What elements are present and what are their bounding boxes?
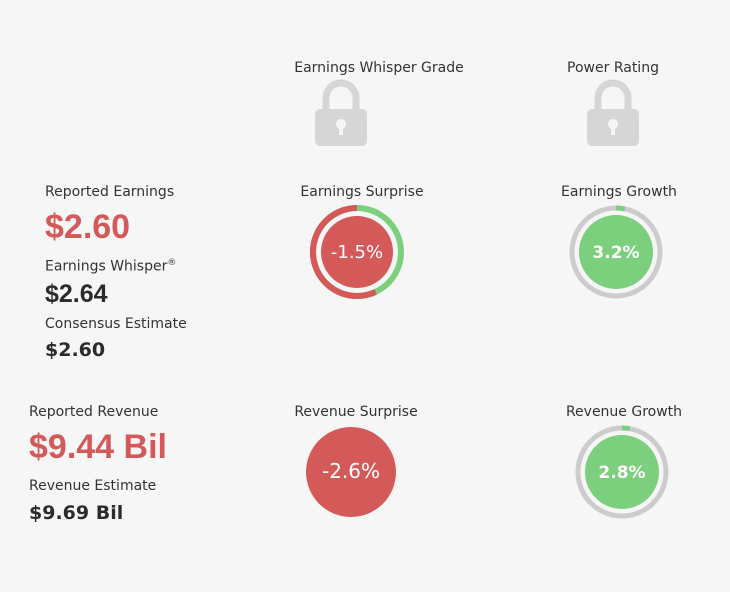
gauge-center bbox=[306, 427, 396, 517]
power-rating-title: Power Rating bbox=[567, 60, 659, 76]
revenue-growth-gauge: 2.8% bbox=[575, 425, 669, 523]
reported-revenue-label: Reported Revenue bbox=[29, 404, 159, 420]
earnings-whisper-value: $2.64 bbox=[45, 280, 108, 308]
consensus-estimate-value: $2.60 bbox=[45, 339, 106, 361]
registered-mark: ® bbox=[167, 258, 177, 268]
revenue-growth-value: 2.8% bbox=[598, 463, 645, 483]
reported-earnings-label: Reported Earnings bbox=[45, 184, 175, 200]
lock-icon bbox=[585, 78, 641, 150]
revenue-surprise-value: -2.6% bbox=[322, 459, 380, 483]
earnings-growth-gauge: 3.2% bbox=[569, 205, 663, 303]
gauge-center bbox=[585, 435, 659, 509]
earnings-surprise-gauge: -1.5% bbox=[310, 205, 404, 303]
reported-earnings-value: $2.60 bbox=[45, 208, 131, 246]
gauge-arc bbox=[615, 205, 626, 212]
revenue-growth-label: Revenue Growth bbox=[565, 404, 683, 420]
revenue-estimate-value: $9.69 Bil bbox=[29, 502, 124, 524]
earnings-growth-value: 3.2% bbox=[592, 243, 639, 263]
gauge-center bbox=[579, 215, 653, 289]
consensus-estimate-label: Consensus Estimate bbox=[45, 316, 187, 332]
earnings-whisper-grade-title: Earnings Whisper Grade bbox=[294, 60, 464, 76]
earnings-growth-label: Earnings Growth bbox=[561, 184, 677, 200]
revenue-surprise-label: Revenue Surprise bbox=[294, 404, 418, 420]
revenue-surprise-gauge: -2.6% bbox=[304, 425, 398, 523]
gauge-center bbox=[321, 216, 393, 288]
reported-revenue-value: $9.44 Bil bbox=[29, 428, 167, 466]
earnings-whisper-label: Earnings Whisper® bbox=[45, 258, 177, 275]
revenue-estimate-label: Revenue Estimate bbox=[29, 478, 157, 494]
earnings-surprise-value: -1.5% bbox=[331, 242, 383, 263]
earnings-surprise-label: Earnings Surprise bbox=[300, 184, 424, 200]
lock-icon bbox=[313, 78, 369, 150]
gauge-arc bbox=[621, 425, 631, 432]
